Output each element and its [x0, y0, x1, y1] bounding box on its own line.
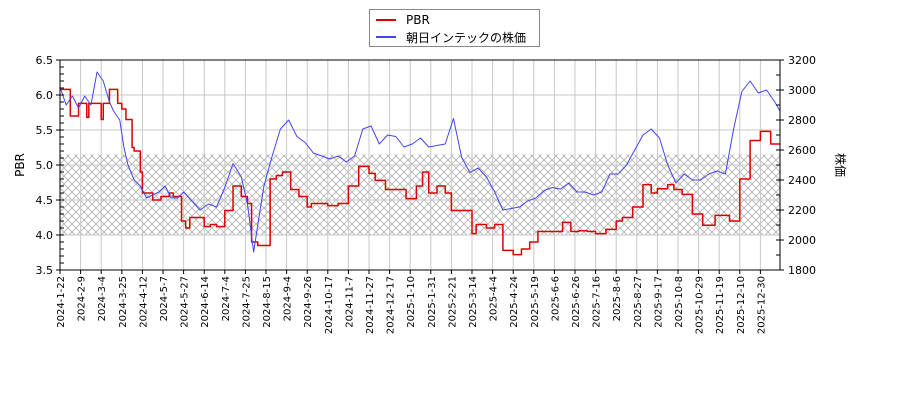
svg-text:2025-8-6: 2025-8-6 — [612, 276, 623, 321]
svg-text:2025-6-6: 2025-6-6 — [550, 276, 561, 321]
svg-text:2024-11-27: 2024-11-27 — [365, 276, 376, 334]
y-axis-right-label: 株価 — [833, 153, 848, 177]
svg-text:2024-7-25: 2024-7-25 — [241, 276, 252, 328]
svg-text:2000: 2000 — [788, 234, 816, 247]
svg-text:2400: 2400 — [788, 174, 816, 187]
svg-text:2600: 2600 — [788, 144, 816, 157]
svg-text:2025-9-17: 2025-9-17 — [653, 276, 664, 328]
svg-text:5.5: 5.5 — [36, 124, 54, 137]
svg-text:2024-4-12: 2024-4-12 — [138, 276, 149, 328]
svg-text:2025-12-30: 2025-12-30 — [756, 276, 767, 334]
svg-text:2024-6-14: 2024-6-14 — [200, 276, 211, 328]
stock-line-swatch — [376, 36, 396, 38]
series-lines — [60, 71, 780, 256]
svg-text:3000: 3000 — [788, 84, 816, 97]
svg-text:2024-5-7: 2024-5-7 — [159, 276, 170, 321]
svg-text:2025-12-10: 2025-12-10 — [736, 276, 747, 334]
svg-text:2024-9-4: 2024-9-4 — [283, 276, 294, 321]
svg-text:2025-8-27: 2025-8-27 — [633, 276, 644, 328]
svg-text:2025-5-19: 2025-5-19 — [530, 276, 541, 328]
y-axis-left: 3.5 4.0 4.5 5.0 5.5 6.0 6.5 — [36, 54, 64, 277]
x-axis: 2024-1-22 2024-2-9 2024-3-4 2024-3-25 2024-4… — [56, 270, 767, 334]
y-axis-right: 1800 2000 2200 2400 2600 2800 3000 3200 — [776, 54, 816, 277]
svg-text:3.5: 3.5 — [36, 264, 54, 277]
svg-text:6.5: 6.5 — [36, 54, 54, 67]
svg-text:4.5: 4.5 — [36, 194, 54, 207]
svg-text:2024-2-9: 2024-2-9 — [77, 276, 88, 321]
svg-text:2025-4-4: 2025-4-4 — [489, 276, 500, 321]
legend-item-stock: 朝日インテックの株価 — [376, 29, 526, 45]
svg-text:6.0: 6.0 — [36, 89, 54, 102]
svg-text:2025-10-29: 2025-10-29 — [695, 276, 706, 334]
svg-text:2024-11-7: 2024-11-7 — [344, 276, 355, 328]
svg-text:2024-10-17: 2024-10-17 — [324, 276, 335, 334]
legend: PBR 朝日インテックの株価 — [369, 9, 540, 47]
pbr-line-swatch — [376, 19, 396, 21]
svg-text:2200: 2200 — [788, 204, 816, 217]
svg-text:2024-3-25: 2024-3-25 — [118, 276, 129, 328]
svg-text:3200: 3200 — [788, 54, 816, 67]
svg-text:1800: 1800 — [788, 264, 816, 277]
svg-text:2025-11-19: 2025-11-19 — [715, 276, 726, 334]
svg-text:2025-10-8: 2025-10-8 — [674, 276, 685, 328]
svg-text:2024-8-15: 2024-8-15 — [262, 276, 273, 328]
svg-text:2025-6-26: 2025-6-26 — [571, 276, 582, 328]
legend-label-stock: 朝日インテックの株価 — [406, 30, 527, 45]
svg-text:2024-9-26: 2024-9-26 — [303, 276, 314, 328]
svg-text:2025-7-16: 2025-7-16 — [592, 276, 603, 328]
svg-text:4.0: 4.0 — [36, 229, 54, 242]
svg-text:2025-1-10: 2025-1-10 — [406, 276, 417, 328]
svg-text:2024-12-17: 2024-12-17 — [386, 276, 397, 334]
svg-text:2025-1-31: 2025-1-31 — [427, 276, 438, 328]
svg-text:2025-4-24: 2025-4-24 — [509, 276, 520, 328]
legend-label-pbr: PBR — [406, 13, 430, 27]
svg-text:5.0: 5.0 — [36, 159, 54, 172]
svg-text:2025-3-14: 2025-3-14 — [468, 276, 479, 328]
svg-text:2024-1-22: 2024-1-22 — [56, 276, 67, 328]
legend-item-pbr: PBR — [376, 12, 430, 28]
svg-text:2025-2-21: 2025-2-21 — [447, 276, 458, 328]
svg-text:2024-7-4: 2024-7-4 — [221, 276, 232, 321]
svg-text:2024-3-4: 2024-3-4 — [97, 276, 108, 321]
svg-text:2024-5-27: 2024-5-27 — [180, 276, 191, 328]
svg-text:2800: 2800 — [788, 114, 816, 127]
y-axis-left-label: PBR — [13, 153, 27, 177]
shaded-band — [60, 154, 780, 235]
grid-lines — [60, 60, 780, 270]
